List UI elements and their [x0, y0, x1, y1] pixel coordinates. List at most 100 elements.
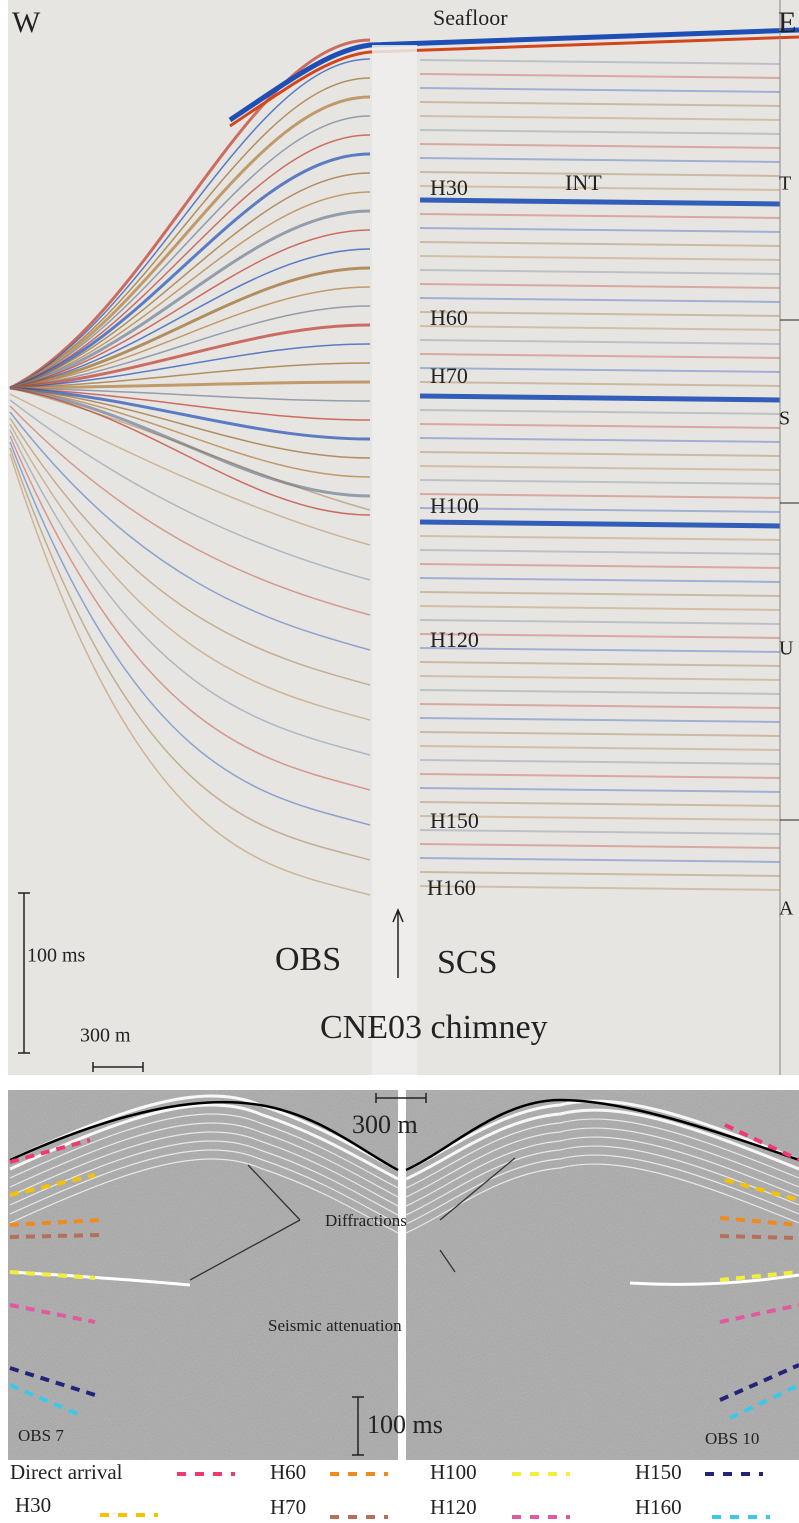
reflector [9, 77, 371, 389]
reflector [9, 380, 371, 390]
chimney [372, 45, 417, 1075]
caption: CNE03 chimney [320, 1009, 548, 1046]
arrival [405, 1154, 799, 1225]
reflector [419, 815, 781, 821]
reflector [419, 381, 781, 387]
reflector [419, 633, 781, 639]
unit-label: S [779, 408, 790, 430]
reflector [9, 209, 371, 390]
reflector [9, 423, 371, 721]
reflector [419, 87, 781, 93]
legend-label: Direct arrival [10, 1460, 123, 1484]
reflector [9, 411, 371, 651]
reflector [419, 745, 781, 751]
horizon-label: H60 [430, 305, 468, 330]
legend-label: H160 [635, 1495, 682, 1519]
horizon-label: Seafloor [433, 5, 508, 30]
reflector [419, 507, 781, 513]
reflector [419, 871, 781, 877]
reflector [9, 58, 371, 389]
time-scale-bar [352, 1396, 364, 1456]
reflector [419, 605, 781, 611]
reflector [419, 143, 781, 149]
reflectors [9, 0, 799, 1420]
horizon-label: H160 [427, 875, 476, 900]
station-label: OBS 10 [705, 1429, 759, 1448]
scale-label: 300 m [352, 1110, 418, 1139]
horizon-label: H150 [430, 808, 479, 833]
reflector [9, 115, 371, 389]
reflector [9, 417, 371, 686]
reflector [9, 95, 371, 390]
reflector [9, 393, 371, 546]
reflector [419, 829, 781, 835]
reflector [419, 577, 781, 583]
reflector [419, 857, 781, 863]
legend-label: H60 [270, 1460, 306, 1484]
reflector [9, 362, 371, 389]
reflector [9, 386, 371, 498]
reflector [419, 773, 781, 779]
seafloor [229, 35, 799, 128]
reflector [419, 591, 781, 597]
reflector [9, 387, 371, 459]
reflector [9, 286, 371, 389]
scale-label: 100 ms [27, 945, 86, 967]
reflector [9, 387, 371, 516]
reflector [419, 185, 781, 191]
reflector [419, 101, 781, 107]
reflector [419, 115, 781, 121]
reflector [419, 409, 781, 415]
reflector [9, 343, 371, 389]
arrival [9, 1158, 399, 1234]
arrow [189, 1219, 301, 1281]
arrival [9, 1131, 399, 1207]
arrival [9, 1149, 399, 1225]
reflector [419, 619, 781, 625]
arrow [247, 1164, 301, 1221]
horizon-pick [719, 1363, 799, 1402]
reflector [419, 451, 781, 457]
reflector [9, 453, 371, 896]
reflector [419, 283, 781, 289]
horizon-pick [9, 1303, 96, 1324]
reflector [419, 535, 781, 541]
reflector [419, 325, 781, 331]
arrival [9, 1122, 399, 1198]
reflector [419, 437, 781, 443]
reflector [9, 134, 371, 389]
reflector [9, 399, 371, 581]
reflector [419, 759, 781, 765]
legend-label: H150 [635, 1460, 682, 1484]
reflector-bottom [629, 1273, 799, 1286]
legend-label: H120 [430, 1495, 477, 1519]
reflector [419, 73, 781, 79]
reflector [9, 441, 371, 826]
arrow [439, 1157, 516, 1221]
arrival [405, 1136, 799, 1207]
corner-label: E [778, 6, 796, 39]
annotation: Diffractions [325, 1211, 407, 1230]
arrival [405, 1099, 799, 1172]
distance-scale-bar [92, 1062, 144, 1072]
reflector [9, 191, 371, 389]
horizon-pick [9, 1383, 81, 1417]
reflector [9, 447, 371, 861]
reflector [419, 129, 781, 135]
reflector [9, 152, 371, 390]
reflector [419, 339, 781, 345]
reflector [419, 549, 781, 555]
reflector [419, 675, 781, 681]
horizon-label: H30 [430, 175, 468, 200]
legend-label: H30 [15, 1493, 51, 1517]
distance-scale-bar [375, 1093, 427, 1103]
seafloor-arrival [9, 1100, 399, 1172]
reflector [9, 323, 371, 390]
reflector [9, 229, 371, 389]
reflector [419, 367, 781, 373]
reflector [419, 297, 781, 303]
reflector [419, 311, 781, 317]
reflector [9, 387, 371, 511]
seafloor-arrival [405, 1098, 799, 1172]
